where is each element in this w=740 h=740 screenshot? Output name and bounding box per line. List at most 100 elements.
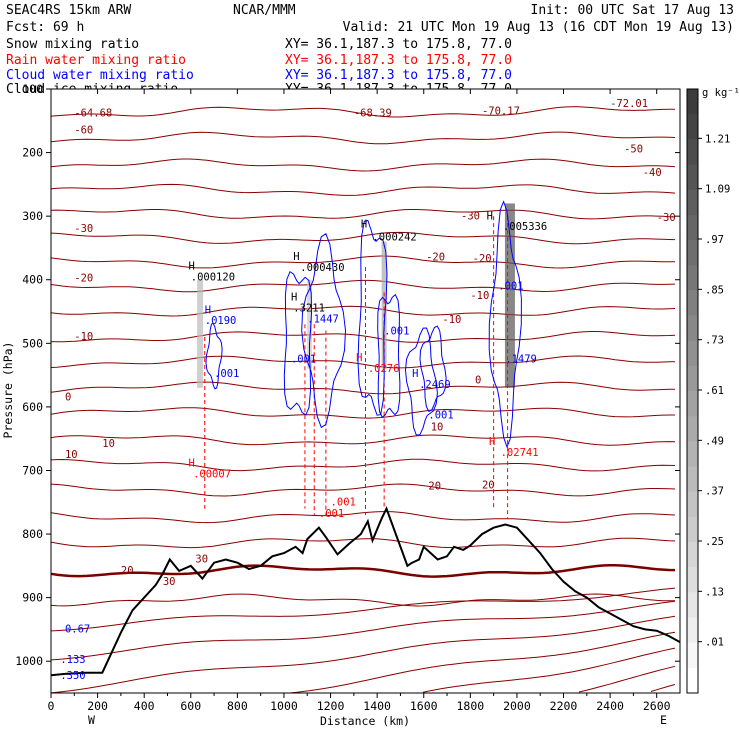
plot-area	[51, 89, 680, 693]
temperature-label: -20	[426, 252, 445, 264]
x-tick-label: 0	[48, 699, 55, 713]
isotherm-line	[50, 600, 676, 661]
mixing-ratio-label: .02741	[501, 447, 539, 459]
mixing-ratio-label: .001	[384, 325, 409, 337]
terrain-profile	[50, 506, 681, 677]
temperature-label: -60	[74, 125, 93, 137]
temperature-label: -10	[470, 290, 489, 302]
cloud-water-contour	[283, 270, 313, 416]
temperature-label: -10	[74, 331, 93, 343]
mixing-ratio-label: .001	[319, 508, 344, 520]
colorbar-label: .49	[705, 435, 724, 447]
mixing-ratio-label: H	[188, 261, 194, 273]
zero-isotherm	[50, 564, 676, 578]
colorbar-segment	[687, 139, 698, 165]
temperature-label: 20	[428, 481, 441, 493]
isotherm-line	[50, 355, 676, 369]
colorbar-unit: g kg⁻¹	[702, 87, 740, 99]
isotherm-line	[50, 209, 676, 220]
mixing-ratio-label: .133	[60, 654, 85, 666]
mixing-ratio-label: .005336	[503, 221, 547, 233]
y-axis-label: Pressure (hPa)	[1, 342, 15, 439]
colorbar: 1.21 1.09 .97 .85 .73 .61 .49 .37 .25 .13 .01	[686, 88, 730, 694]
legend-rain-xy: XY= 36.1,187.3 to 175.8, 77.0	[285, 53, 512, 68]
snow-column	[504, 203, 515, 388]
isotherm-line	[50, 407, 675, 419]
isotherm-line	[50, 593, 675, 607]
x-tick-label: 2000	[503, 699, 531, 713]
mixing-ratio-label: H	[489, 436, 495, 448]
legend-rain-name: Rain water mixing ratio	[6, 53, 186, 68]
colorbar-segment	[687, 466, 698, 493]
temperature-labels: -64.68 -68.39 -70.17 -72.01 -60 -50-40 -30 -30 -…	[65, 98, 676, 588]
x-tick-label: 2600	[643, 699, 671, 713]
isotherm-line	[50, 483, 676, 497]
x-tick-label: 2200	[550, 699, 578, 713]
colorbar-segment	[687, 214, 698, 241]
mixing-ratio-label: .2469	[419, 379, 451, 391]
temperature-label: -40	[643, 167, 662, 179]
x-axis-label: Distance (km)	[320, 714, 410, 728]
y-tick-label: 600	[22, 400, 43, 414]
colorbar-label: .25	[705, 536, 724, 548]
mixing-ratio-label: .00007	[193, 468, 231, 480]
x-axis: 0 200 400 600 800 1000 1200 1400 1600 1800 2000 220…	[48, 89, 671, 713]
y-tick-label: 900	[22, 591, 43, 605]
mixing-ratio-label: H	[205, 304, 211, 316]
x-tick-label: 200	[87, 699, 108, 713]
y-tick-label: 400	[22, 273, 43, 287]
isotherm-line	[578, 665, 676, 693]
x-tick-label: 1000	[270, 699, 298, 713]
temperature-label: -30	[461, 210, 480, 222]
colorbar-label: .01	[705, 637, 724, 649]
mixing-ratio-label: H	[188, 458, 194, 470]
colorbar-segment	[687, 491, 698, 518]
x-tick-label: 600	[180, 699, 201, 713]
y-tick-label: 100	[22, 82, 43, 96]
colorbar-label: .61	[705, 385, 724, 397]
legend-cloud-water-name: Cloud water mixing ratio	[6, 68, 194, 83]
x-tick-label: 400	[134, 699, 155, 713]
plot-frame	[50, 88, 681, 694]
temperature-label: -20	[74, 273, 93, 285]
x-axis-west-label: W	[88, 713, 95, 727]
colorbar-label: .37	[705, 486, 724, 498]
colorbar-segment	[687, 114, 698, 140]
temperature-label: -20	[473, 253, 492, 265]
colorbar-segment	[687, 516, 698, 543]
cloud-water-contour	[488, 200, 522, 449]
mixing-ratio-label: .001	[428, 409, 453, 421]
temperature-label: -72.01	[610, 98, 648, 110]
isotherm-line	[50, 615, 676, 694]
mixing-ratio-label: H	[293, 251, 299, 263]
isotherm-line	[50, 183, 676, 196]
isotherm-line	[50, 231, 676, 245]
cloud-water-contour	[301, 233, 347, 429]
temperature-label: -64.68	[74, 107, 112, 119]
isotherm-line	[50, 537, 676, 549]
header-forecast: Fcst: 69 h	[6, 20, 84, 35]
terrain-line	[50, 506, 681, 677]
colorbar-label: 1.21	[705, 133, 730, 145]
mixing-ratio-label: .001	[291, 353, 316, 365]
isotherm-line	[50, 158, 676, 172]
x-tick-label: 2400	[596, 699, 624, 713]
x-axis-east-label: E	[660, 713, 667, 727]
x-tick-label: 1800	[456, 699, 484, 713]
temperature-label: -70.17	[482, 105, 520, 117]
mixing-ratio-label: H	[487, 210, 493, 222]
colorbar-segment	[687, 592, 698, 618]
isotherm-line	[290, 631, 676, 694]
mixing-ratio-label: H	[356, 352, 362, 364]
x-tick-label: 1600	[410, 699, 438, 713]
temperature-label: -30	[657, 212, 676, 224]
isotherm-line	[50, 331, 676, 343]
header-valid: Valid: 21 UTC Mon 19 Aug 13 (16 CDT Mon …	[343, 20, 734, 35]
colorbar-segment	[687, 164, 698, 191]
colorbar-segment	[687, 617, 698, 644]
temperature-label: 30	[195, 554, 208, 566]
colorbar-segment	[687, 391, 698, 417]
legend-cloud-water-xy: XY= 36.1,187.3 to 175.8, 77.0	[285, 68, 512, 83]
mixing-ratio-label: .001	[214, 368, 239, 380]
